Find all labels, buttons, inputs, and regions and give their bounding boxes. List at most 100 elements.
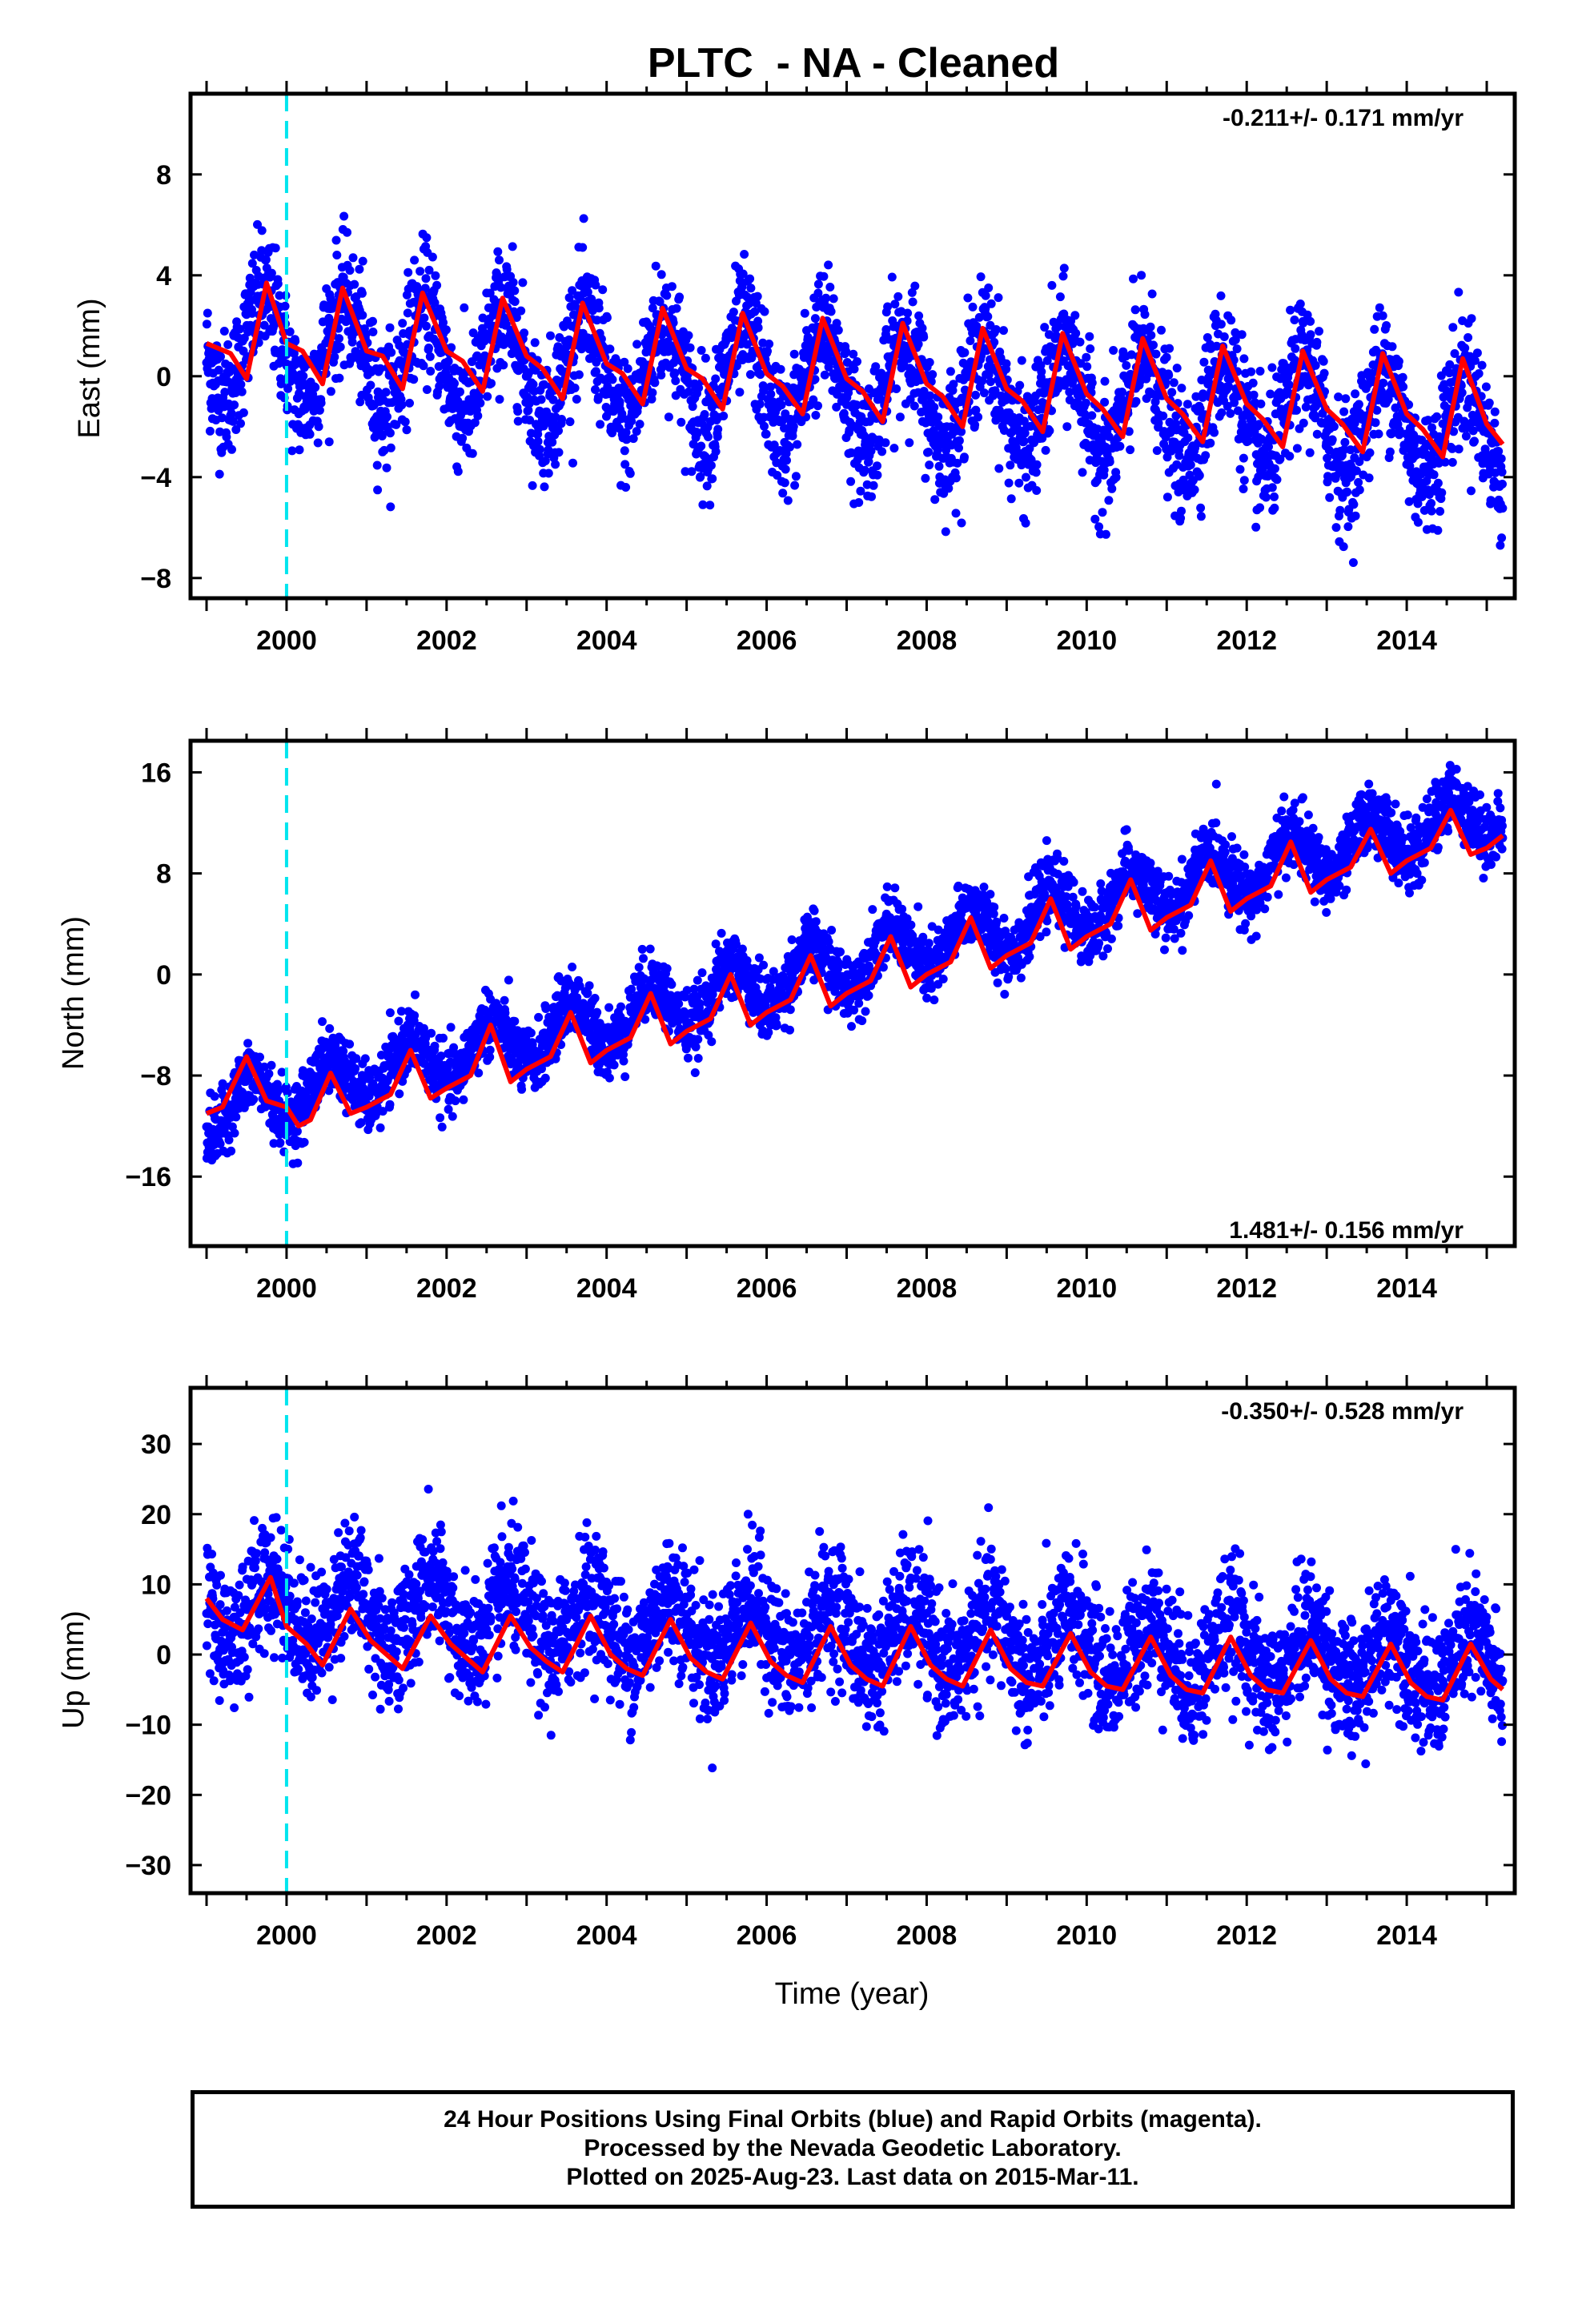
position-point bbox=[1498, 504, 1507, 513]
position-point bbox=[969, 303, 978, 312]
position-point bbox=[1239, 354, 1248, 363]
position-point bbox=[317, 399, 326, 408]
position-point bbox=[1102, 530, 1110, 539]
y-tick-label: 4 bbox=[156, 261, 171, 292]
position-point bbox=[960, 452, 969, 461]
position-point bbox=[426, 352, 435, 361]
position-point bbox=[1433, 526, 1442, 535]
position-point bbox=[867, 493, 876, 501]
position-point bbox=[403, 425, 412, 434]
position-point bbox=[1107, 485, 1116, 493]
position-point bbox=[516, 307, 525, 316]
data-points bbox=[203, 761, 1508, 1168]
position-point bbox=[819, 272, 828, 281]
position-point bbox=[1112, 473, 1121, 482]
position-point bbox=[447, 1023, 456, 1031]
position-point bbox=[1078, 468, 1087, 476]
position-point bbox=[762, 430, 771, 439]
position-point bbox=[960, 348, 969, 357]
position-point bbox=[620, 1057, 628, 1066]
position-point bbox=[668, 282, 677, 291]
position-point bbox=[657, 270, 666, 279]
position-point bbox=[373, 461, 382, 470]
position-point bbox=[1343, 488, 1351, 497]
position-point bbox=[1307, 330, 1315, 339]
position-point bbox=[1006, 460, 1014, 469]
position-point bbox=[1170, 378, 1178, 387]
position-point bbox=[595, 304, 604, 312]
position-point bbox=[926, 358, 934, 367]
position-point bbox=[223, 340, 232, 349]
position-point bbox=[1395, 357, 1403, 366]
position-point bbox=[671, 376, 680, 385]
position-point bbox=[383, 464, 391, 472]
position-point bbox=[1375, 429, 1383, 438]
position-point bbox=[504, 975, 513, 984]
position-point bbox=[345, 1039, 354, 1048]
position-point bbox=[1152, 350, 1161, 359]
position-point bbox=[1183, 400, 1192, 408]
position-point bbox=[1271, 464, 1279, 473]
position-point bbox=[1157, 326, 1166, 335]
position-point bbox=[1255, 503, 1264, 512]
position-point bbox=[293, 1127, 302, 1136]
position-point bbox=[1286, 306, 1295, 315]
position-point bbox=[604, 1003, 613, 1012]
position-point bbox=[459, 1096, 468, 1104]
position-point bbox=[713, 425, 722, 434]
position-point bbox=[1071, 329, 1080, 338]
position-point bbox=[397, 400, 406, 409]
position-point bbox=[394, 1017, 403, 1026]
position-point bbox=[386, 502, 395, 511]
position-point bbox=[777, 365, 785, 374]
y-tick-label: −8 bbox=[140, 564, 171, 594]
position-point bbox=[648, 388, 656, 397]
position-point bbox=[888, 273, 897, 282]
position-point bbox=[1302, 403, 1311, 412]
position-point bbox=[1340, 438, 1349, 447]
position-point bbox=[1332, 523, 1341, 532]
position-point bbox=[551, 460, 560, 468]
position-point bbox=[451, 1096, 460, 1105]
position-point bbox=[1455, 444, 1464, 453]
position-point bbox=[295, 445, 304, 454]
position-point bbox=[404, 308, 412, 317]
position-point bbox=[387, 348, 396, 357]
position-point bbox=[420, 361, 428, 370]
position-point bbox=[247, 309, 256, 318]
position-point bbox=[1349, 558, 1358, 567]
position-point bbox=[854, 498, 863, 507]
position-point bbox=[513, 407, 522, 416]
position-point bbox=[1320, 369, 1329, 378]
position-point bbox=[1430, 470, 1439, 479]
position-point bbox=[1239, 454, 1248, 463]
position-point bbox=[591, 385, 600, 394]
position-point bbox=[1014, 479, 1023, 488]
position-point bbox=[778, 489, 787, 497]
position-point bbox=[431, 271, 440, 280]
position-point bbox=[719, 412, 728, 420]
position-point bbox=[1183, 433, 1192, 442]
position-point bbox=[314, 439, 323, 448]
position-point bbox=[325, 1024, 334, 1033]
position-point bbox=[1106, 457, 1114, 466]
position-point bbox=[1435, 507, 1444, 516]
position-point bbox=[926, 392, 934, 400]
position-point bbox=[583, 989, 592, 998]
x-tick-label: 2004 bbox=[576, 625, 637, 656]
position-point bbox=[546, 332, 555, 340]
position-point bbox=[598, 285, 607, 294]
position-point bbox=[596, 420, 604, 428]
position-point bbox=[1366, 448, 1375, 457]
position-point bbox=[873, 461, 881, 470]
position-point bbox=[1335, 506, 1344, 515]
position-point bbox=[336, 343, 345, 352]
position-point bbox=[359, 257, 367, 266]
position-point bbox=[537, 395, 546, 404]
position-point bbox=[1137, 271, 1146, 279]
position-point bbox=[903, 309, 912, 318]
position-point bbox=[300, 1138, 309, 1147]
position-point bbox=[982, 292, 990, 300]
position-point bbox=[580, 214, 588, 223]
position-point bbox=[624, 364, 632, 373]
